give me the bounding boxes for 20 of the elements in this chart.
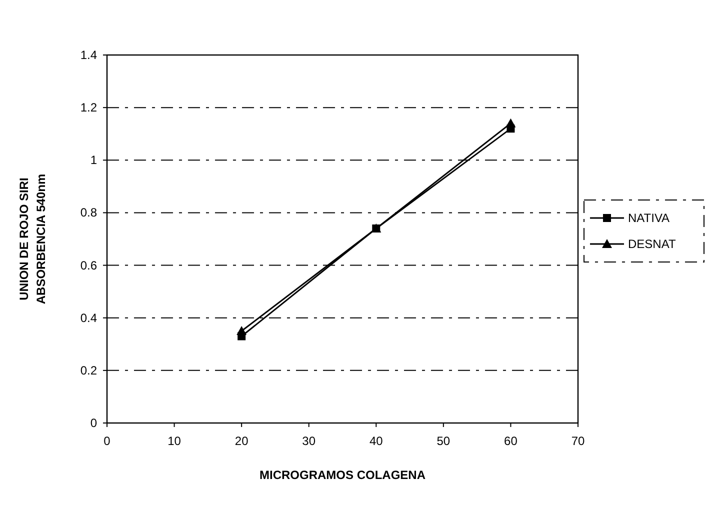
x-tick-label: 60 (504, 434, 518, 448)
y-tick-label: 1.2 (80, 100, 98, 115)
y-tick-label: 0 (90, 416, 98, 430)
x-tick-label: 30 (302, 434, 316, 448)
y-axis-title: UNION DE ROJO SIRI ABSORBENCIA 540nm (17, 174, 48, 304)
y-tick-label: 0.4 (80, 310, 98, 325)
x-tick-label: 0 (104, 434, 111, 448)
x-tick-label: 20 (234, 434, 249, 448)
y-tick-label: 0.2 (80, 363, 98, 378)
x-tick-label: 10 (168, 434, 182, 448)
legend-label: NATIVA (628, 211, 670, 225)
y-tick-label: 1 (90, 153, 98, 168)
y-tick-label: 0.6 (80, 258, 98, 272)
x-tick-label: 70 (571, 434, 585, 448)
y-tick-label: 0.8 (80, 206, 98, 220)
x-axis-title: MICROGRAMOS COLAGENA (260, 468, 426, 482)
y-tick-label: 1.4 (80, 48, 98, 62)
x-tick-label: 50 (436, 434, 450, 448)
legend-label: DESNAT (628, 237, 676, 251)
x-tick-label: 40 (369, 434, 384, 448)
